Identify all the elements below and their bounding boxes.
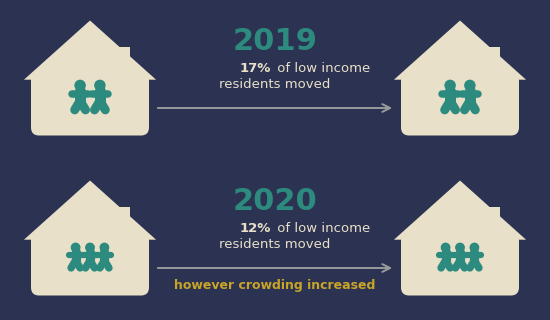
Circle shape [465,80,475,91]
FancyBboxPatch shape [31,76,149,135]
Text: 2019: 2019 [233,28,317,57]
FancyBboxPatch shape [401,236,519,295]
Circle shape [100,243,108,252]
Polygon shape [24,180,156,240]
Circle shape [86,243,94,252]
Polygon shape [24,20,156,80]
Text: 17%: 17% [240,61,271,75]
Polygon shape [486,207,500,242]
Circle shape [75,80,85,91]
Polygon shape [116,47,130,82]
Polygon shape [486,47,500,82]
FancyBboxPatch shape [31,236,149,295]
Text: 12%: 12% [240,221,271,235]
Text: residents moved: residents moved [219,238,331,252]
Polygon shape [394,20,526,80]
Polygon shape [116,207,130,242]
FancyBboxPatch shape [401,76,519,135]
Polygon shape [401,236,519,244]
Text: 2020: 2020 [233,188,317,217]
Circle shape [456,243,464,252]
Text: of low income: of low income [273,61,370,75]
Text: residents moved: residents moved [219,78,331,92]
Text: however crowding increased: however crowding increased [174,279,376,292]
Text: of low income: of low income [273,221,370,235]
Polygon shape [31,236,149,244]
Circle shape [445,80,455,91]
Circle shape [95,80,105,91]
Circle shape [442,243,450,252]
Polygon shape [401,76,519,84]
Polygon shape [394,180,526,240]
Circle shape [72,243,80,252]
Circle shape [470,243,478,252]
Polygon shape [31,76,149,84]
